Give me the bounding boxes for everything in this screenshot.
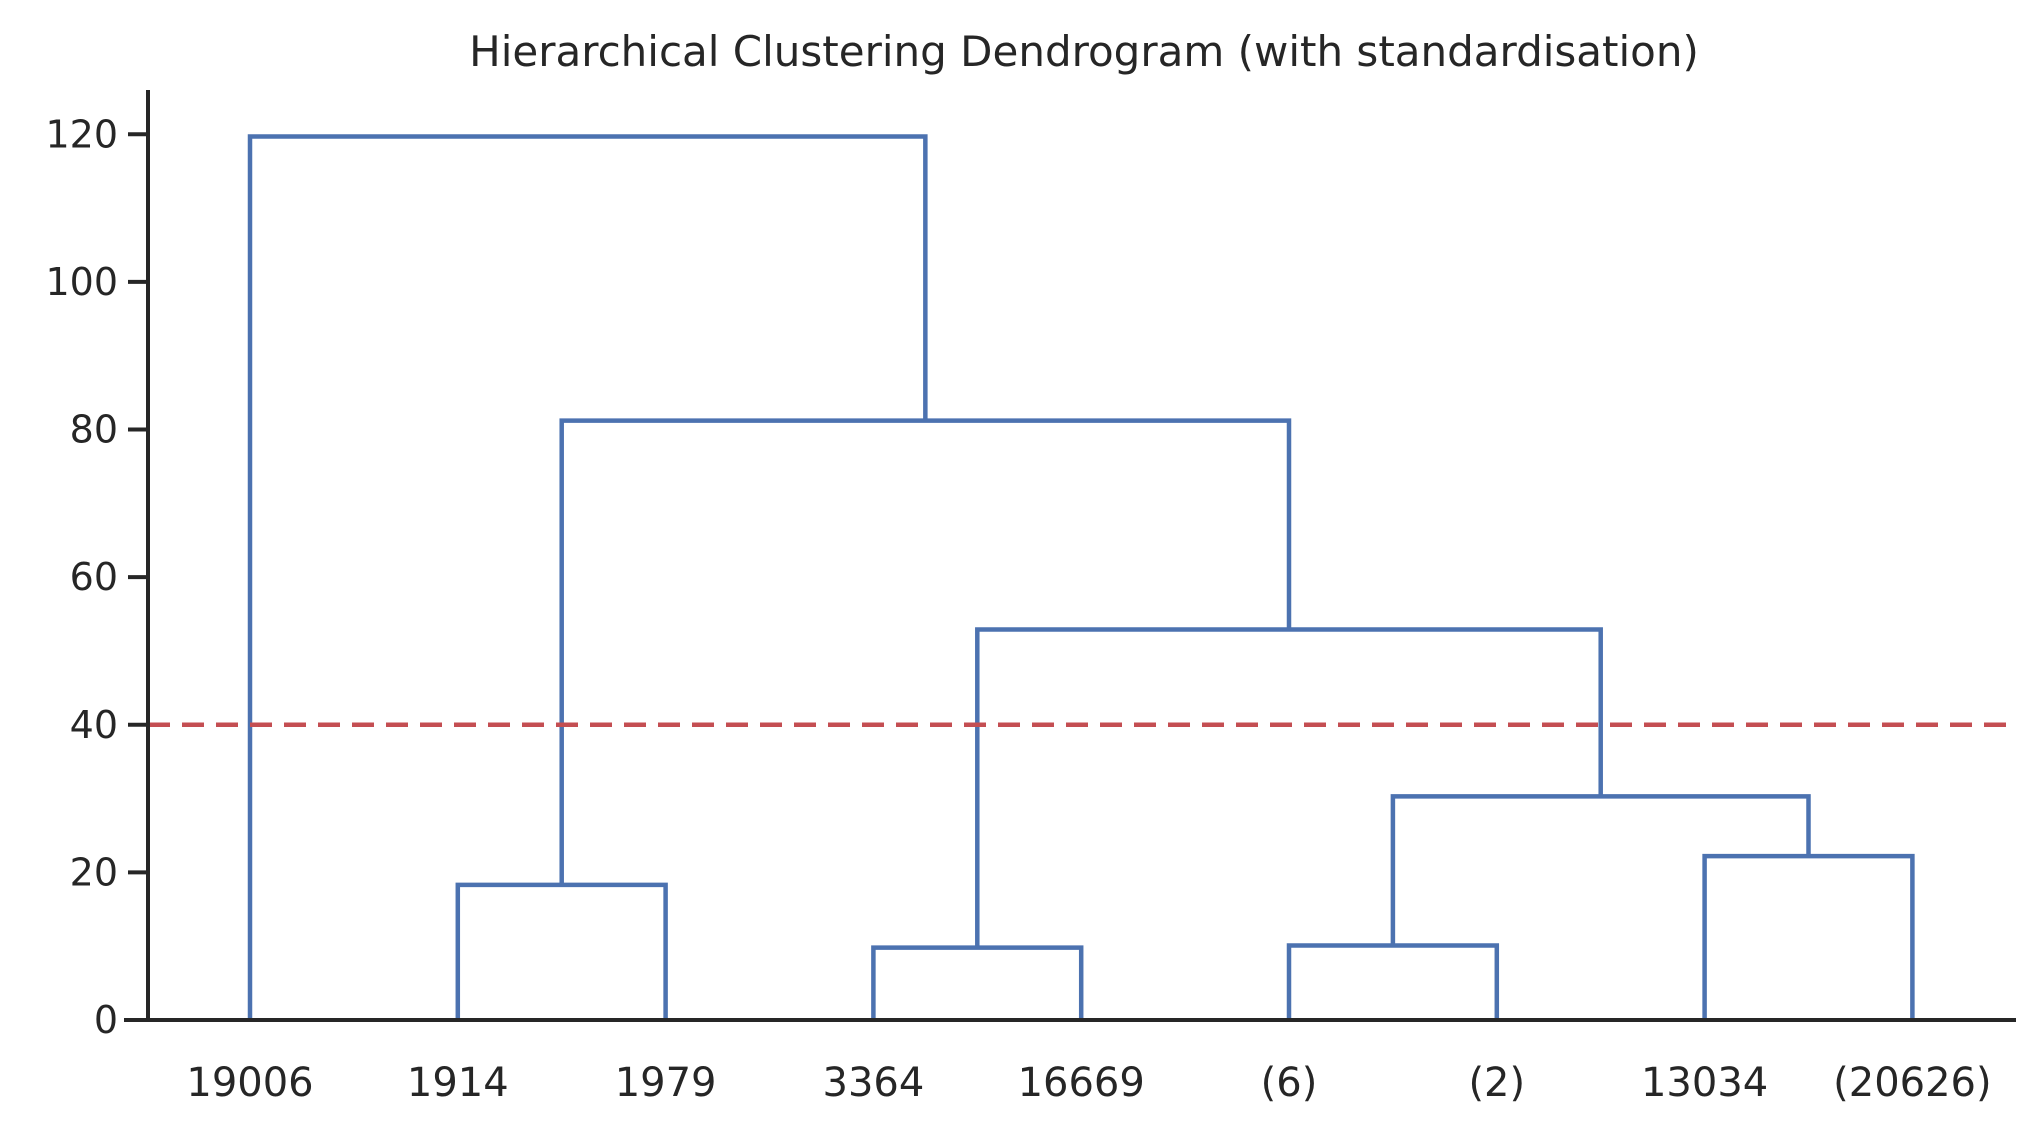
dendrogram-link-7 bbox=[247, 134, 928, 1020]
y-axis: 0 20 40 60 80 100 120 bbox=[45, 90, 150, 1042]
y-tick-label: 40 bbox=[70, 703, 118, 747]
y-tick-label: 60 bbox=[70, 555, 118, 599]
leaf-label: 1979 bbox=[615, 1060, 717, 1106]
leaf-label: 1914 bbox=[407, 1060, 509, 1106]
leaf-label: (2) bbox=[1468, 1060, 1525, 1106]
leaf-label: 3364 bbox=[823, 1060, 925, 1106]
dendrogram-link-2 bbox=[1286, 943, 1500, 1020]
leaf-label: 13034 bbox=[1641, 1060, 1768, 1106]
y-tick-label: 100 bbox=[45, 260, 118, 304]
dendrogram-link-4 bbox=[1390, 794, 1811, 946]
dendrogram-link-6 bbox=[559, 418, 1292, 885]
dendrogram-link-5 bbox=[975, 627, 1603, 948]
y-tick-label: 120 bbox=[45, 112, 118, 156]
dendrogram-link-1 bbox=[871, 945, 1084, 1020]
y-tick-label: 0 bbox=[94, 998, 118, 1042]
leaf-label: 16669 bbox=[1018, 1060, 1145, 1106]
dendrogram-link-0 bbox=[455, 882, 668, 1020]
y-tick-label: 80 bbox=[70, 408, 118, 452]
chart-title: Hierarchical Clustering Dendrogram (with… bbox=[469, 27, 1699, 76]
leaf-label: (20626) bbox=[1833, 1060, 1991, 1106]
leaf-label: 19006 bbox=[186, 1060, 313, 1106]
leaf-label: (6) bbox=[1261, 1060, 1318, 1106]
y-tick-label: 20 bbox=[70, 850, 118, 894]
dendrogram-link-3 bbox=[1702, 853, 1915, 1020]
dendrogram-links bbox=[247, 134, 1915, 1020]
leaf-labels: 19006 1914 1979 3364 16669 (6) (2) 13034 (20626) bbox=[186, 1060, 1991, 1106]
